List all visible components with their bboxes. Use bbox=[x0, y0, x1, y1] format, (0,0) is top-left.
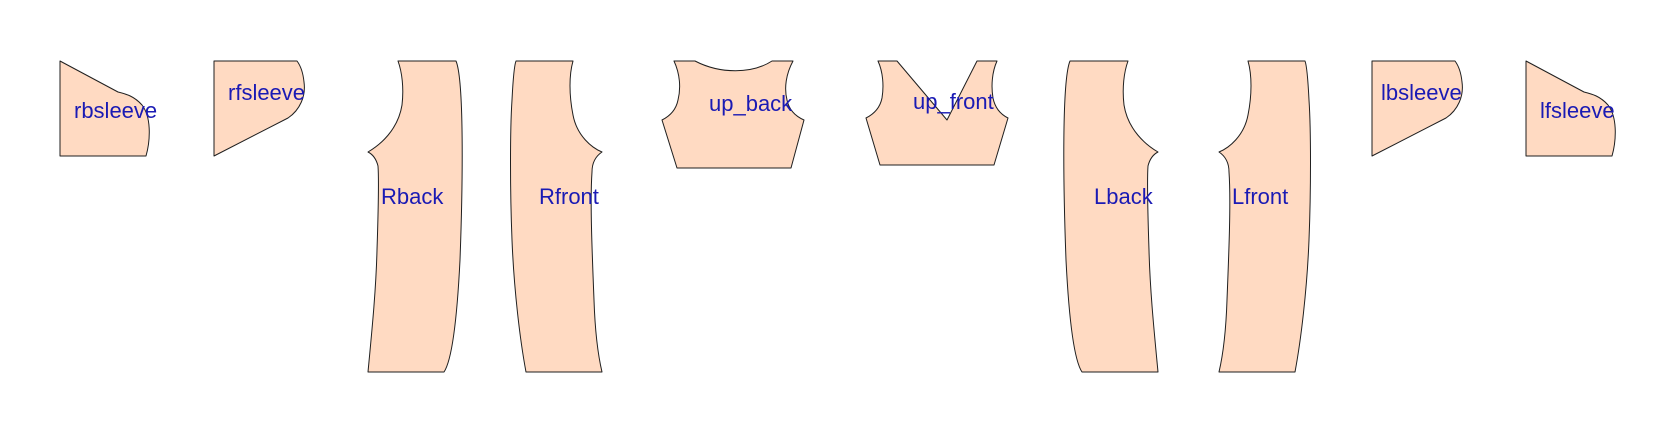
lbsleeve-label: lbsleeve bbox=[1381, 80, 1462, 105]
lback-shape bbox=[1063, 60, 1159, 373]
lfront-label: Lfront bbox=[1232, 184, 1288, 209]
rbsleeve-label: rbsleeve bbox=[74, 98, 157, 123]
lfsleeve-shape bbox=[1525, 60, 1616, 157]
pattern-piece-up-front: up_front bbox=[865, 60, 1009, 166]
rfront-shape bbox=[510, 60, 603, 373]
rback-shape bbox=[367, 60, 463, 373]
pattern-piece-lfront: Lfront bbox=[1218, 60, 1311, 373]
lfsleeve-label: lfsleeve bbox=[1540, 98, 1615, 123]
pattern-piece-rfront: Rfront bbox=[510, 60, 603, 373]
rbsleeve-shape bbox=[59, 60, 150, 157]
rback-label: Rback bbox=[381, 184, 444, 209]
rfsleeve-shape bbox=[213, 60, 305, 157]
rfront-label: Rfront bbox=[539, 184, 599, 209]
pattern-piece-rfsleeve: rfsleeve bbox=[213, 60, 305, 157]
up-front-shape bbox=[865, 60, 1009, 166]
rfsleeve-label: rfsleeve bbox=[228, 80, 305, 105]
pattern-piece-up-back: up_back bbox=[661, 60, 805, 169]
lbsleeve-shape bbox=[1371, 60, 1463, 157]
up-back-label: up_back bbox=[709, 91, 793, 116]
up-front-label: up_front bbox=[913, 89, 994, 114]
lfront-shape bbox=[1218, 60, 1311, 373]
pattern-piece-lback: Lback bbox=[1063, 60, 1159, 373]
pattern-piece-rbsleeve: rbsleeve bbox=[59, 60, 157, 157]
pattern-piece-rback: Rback bbox=[367, 60, 463, 373]
pattern-piece-lbsleeve: lbsleeve bbox=[1371, 60, 1463, 157]
pattern-piece-lfsleeve: lfsleeve bbox=[1525, 60, 1616, 157]
lback-label: Lback bbox=[1094, 184, 1154, 209]
up-back-shape bbox=[661, 60, 805, 169]
